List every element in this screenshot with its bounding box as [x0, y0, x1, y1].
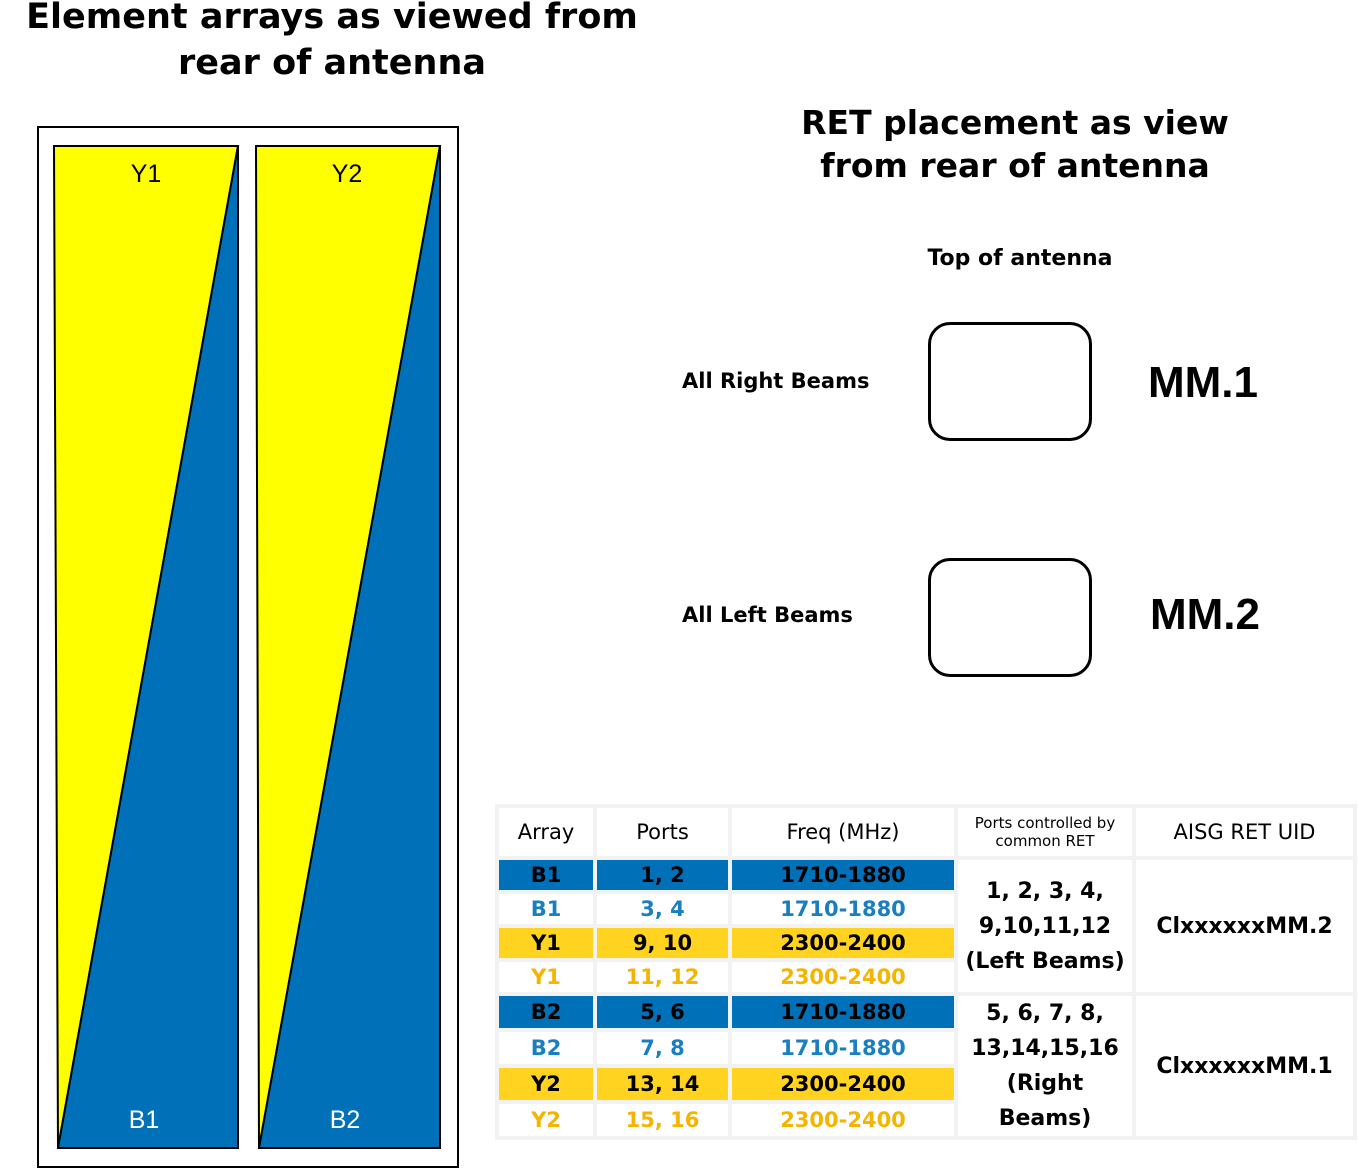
- cell-ports: 13, 14: [597, 1068, 728, 1100]
- cell-uid-mm2: ClxxxxxxMM.2: [1136, 860, 1353, 992]
- port-table: Array Ports Freq (MHz) Ports controlled …: [495, 804, 1357, 1140]
- cell-ports: 5, 6: [597, 996, 728, 1028]
- table-row: B2 5, 6 1710-1880 5, 6, 7, 8, 13,14,15,1…: [499, 996, 1353, 1136]
- cell-ports: 3, 4: [597, 894, 728, 924]
- header-ports: Ports: [597, 808, 728, 856]
- cell-ports-controlled-left: 1, 2, 3, 4, 9,10,11,12 (Left Beams): [958, 860, 1132, 992]
- element-arrays-title: Element arrays as viewed from rear of an…: [26, 0, 638, 83]
- cell-freq: 2300-2400: [732, 1104, 954, 1136]
- header-array: Array: [499, 808, 593, 856]
- cell-array: B1: [499, 894, 593, 924]
- right-beams-label: All Right Beams: [682, 369, 870, 393]
- cell-array: Y2: [499, 1068, 593, 1100]
- cell-freq: 2300-2400: [732, 1068, 954, 1100]
- cell-uid-mm1: ClxxxxxxMM.1: [1136, 996, 1353, 1136]
- cell-ports: 1, 2: [597, 860, 728, 890]
- ret-label-mm2: MM.2: [1150, 590, 1260, 639]
- cell-ports: 11, 12: [597, 962, 728, 992]
- header-ports-controlled: Ports controlled by common RET: [958, 808, 1132, 856]
- ret-box-mm1: [928, 322, 1092, 441]
- table-row: Y2 13, 14 2300-2400: [499, 1068, 1353, 1100]
- cell-array: Y2: [499, 1104, 593, 1136]
- blue-element-b1: [56, 145, 239, 1149]
- cell-array: B2: [499, 1032, 593, 1064]
- cell-array: B1: [499, 860, 593, 890]
- table-row: B2 7, 8 1710-1880: [499, 1032, 1353, 1064]
- cell-freq: 1710-1880: [732, 996, 954, 1028]
- cell-array: Y1: [499, 962, 593, 992]
- left-beams-label: All Left Beams: [682, 603, 853, 627]
- cell-ports-controlled-right: 5, 6, 7, 8, 13,14,15,16 (Right Beams): [958, 996, 1132, 1136]
- cell-ports: 15, 16: [597, 1104, 728, 1136]
- array-label-y1: Y1: [131, 160, 162, 188]
- array-label-b1: B1: [129, 1106, 160, 1134]
- cell-freq: 2300-2400: [732, 962, 954, 992]
- cell-ports: 9, 10: [597, 928, 728, 958]
- cell-freq: 2300-2400: [732, 928, 954, 958]
- header-uid: AISG RET UID: [1136, 808, 1353, 856]
- cell-ports: 7, 8: [597, 1032, 728, 1064]
- ret-label-mm1: MM.1: [1148, 358, 1258, 407]
- ret-box-mm2: [928, 558, 1092, 677]
- table-row: B1 3, 4 1710-1880: [499, 894, 1353, 924]
- ret-placement-title: RET placement as view from rear of anten…: [801, 103, 1229, 185]
- array-column-2: Y2 B2: [254, 145, 442, 1149]
- array-column-1: Y1 B1: [52, 145, 240, 1149]
- table-row: Y2 15, 16 2300-2400: [499, 1104, 1353, 1136]
- array-label-b2: B2: [330, 1106, 361, 1134]
- cell-freq: 1710-1880: [732, 860, 954, 890]
- cell-freq: 1710-1880: [732, 1032, 954, 1064]
- cell-freq: 1710-1880: [732, 894, 954, 924]
- table-row: Y1 11, 12 2300-2400: [499, 962, 1353, 992]
- cell-array: Y1: [499, 928, 593, 958]
- cell-array: B2: [499, 996, 593, 1028]
- table-row: Y1 9, 10 2300-2400: [499, 928, 1353, 958]
- blue-element-b2: [257, 145, 441, 1149]
- header-freq: Freq (MHz): [732, 808, 954, 856]
- array-label-y2: Y2: [332, 160, 363, 188]
- top-of-antenna-label: Top of antenna: [927, 246, 1113, 271]
- table-header-row: Array Ports Freq (MHz) Ports controlled …: [499, 808, 1353, 856]
- table-row: B1 1, 2 1710-1880 1, 2, 3, 4, 9,10,11,12…: [499, 860, 1353, 992]
